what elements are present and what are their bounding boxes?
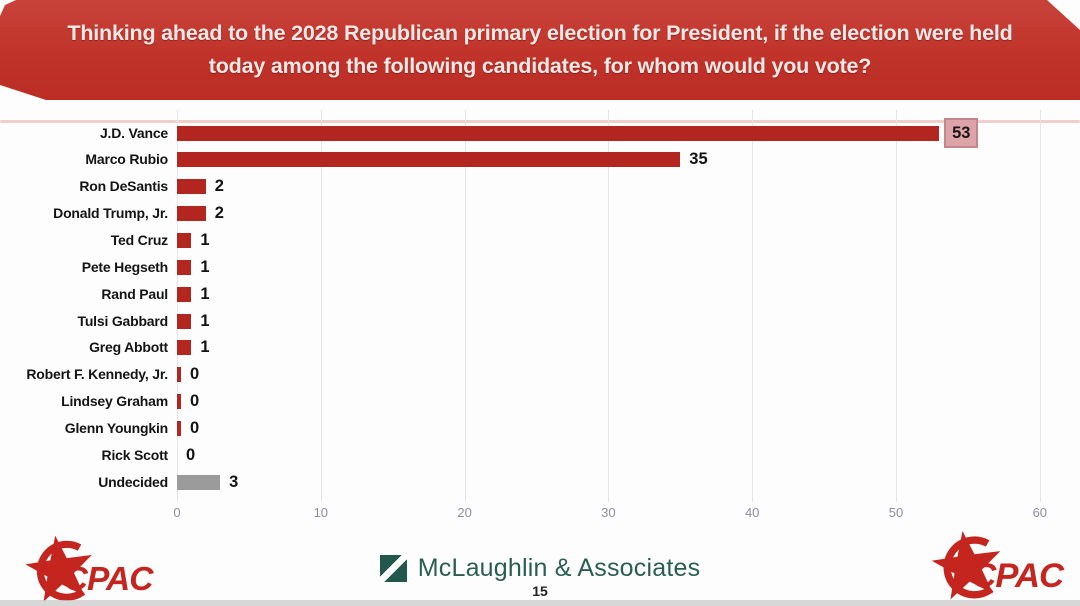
cpac-star-icon: CPAC xyxy=(931,531,1066,600)
value-label: 1 xyxy=(200,338,210,357)
gridline xyxy=(896,110,897,502)
gridline xyxy=(752,110,754,502)
x-tick-label: 30 xyxy=(601,505,616,520)
value-label: 0 xyxy=(186,445,196,464)
value-label: 1 xyxy=(200,284,210,303)
category-label: Rick Scott xyxy=(101,446,169,463)
category-label: Ted Cruz xyxy=(110,231,168,248)
value-label: 2 xyxy=(214,204,224,223)
bar xyxy=(177,259,192,275)
category-label: Lindsey Graham xyxy=(61,393,168,409)
x-tick-label: 60 xyxy=(1032,505,1048,520)
value-label: 1 xyxy=(200,230,210,249)
bar xyxy=(177,179,206,195)
category-label: Pete Hegseth xyxy=(81,258,168,275)
category-label: Ron DeSantis xyxy=(79,178,168,195)
category-label: Glenn Youngkin xyxy=(64,419,168,436)
bar xyxy=(177,152,681,168)
poll-question-line2: today among the following candidates, fo… xyxy=(208,54,872,78)
x-tick-label: 40 xyxy=(744,505,760,520)
value-label: 0 xyxy=(190,392,200,410)
x-tick-label: 0 xyxy=(173,505,181,520)
bar xyxy=(177,367,181,383)
bar xyxy=(177,420,181,436)
x-tick-label: 50 xyxy=(888,505,904,520)
bar xyxy=(177,340,192,356)
gridline xyxy=(320,110,322,502)
bar xyxy=(177,313,192,329)
header-banner: Thinking ahead to the 2028 Republican pr… xyxy=(0,0,1080,100)
category-label: Donald Trump, Jr. xyxy=(53,205,168,222)
value-label: 1 xyxy=(200,311,210,330)
category-label: Greg Abbott xyxy=(89,339,168,356)
value-label: 1 xyxy=(200,257,210,276)
gridline xyxy=(1039,110,1041,502)
cpac-logo-right: CPAC xyxy=(922,521,1077,606)
value-label: 2 xyxy=(214,177,224,196)
source-name: McLaughlin & Associates xyxy=(417,553,701,582)
poll-question-line1: Thinking ahead to the 2028 Republican pr… xyxy=(67,21,1013,45)
value-label: 35 xyxy=(689,150,708,169)
banner-shadow-line xyxy=(0,120,1080,123)
category-label: Marco Rubio xyxy=(85,151,168,168)
value-label: 53 xyxy=(944,118,979,148)
value-label: 0 xyxy=(190,365,200,384)
category-label: Tulsi Gabbard xyxy=(77,312,169,329)
category-label: Rand Paul xyxy=(101,285,168,302)
gridline xyxy=(177,110,178,502)
category-label: Robert F. Kennedy, Jr. xyxy=(26,366,168,383)
cpac-logo-left: CPAC xyxy=(16,526,166,606)
bottom-edge-strip xyxy=(0,600,1080,606)
bar xyxy=(177,232,192,248)
x-tick-label: 10 xyxy=(313,505,329,520)
x-tick-label: 20 xyxy=(457,505,472,520)
cpac-wordmark: CPAC xyxy=(971,557,1065,595)
poll-question: Thinking ahead to the 2028 Republican pr… xyxy=(0,0,1080,83)
category-label: J.D. Vance xyxy=(99,124,168,141)
category-label: Undecided xyxy=(98,473,168,490)
source-credit: McLaughlin & Associates xyxy=(0,552,1080,584)
bar xyxy=(177,474,221,490)
cpac-star-icon: CPAC xyxy=(25,535,155,602)
gridline xyxy=(464,110,466,502)
page-number: 15 xyxy=(532,583,548,599)
cpac-wordmark: CPAC xyxy=(64,561,155,598)
value-label: 0 xyxy=(190,418,200,437)
bar xyxy=(177,206,206,222)
bar xyxy=(177,125,940,141)
value-label: 3 xyxy=(229,472,239,491)
bar xyxy=(177,286,192,302)
bar xyxy=(177,394,181,409)
gridline xyxy=(608,110,610,502)
mclaughlin-logo-icon xyxy=(379,554,407,582)
